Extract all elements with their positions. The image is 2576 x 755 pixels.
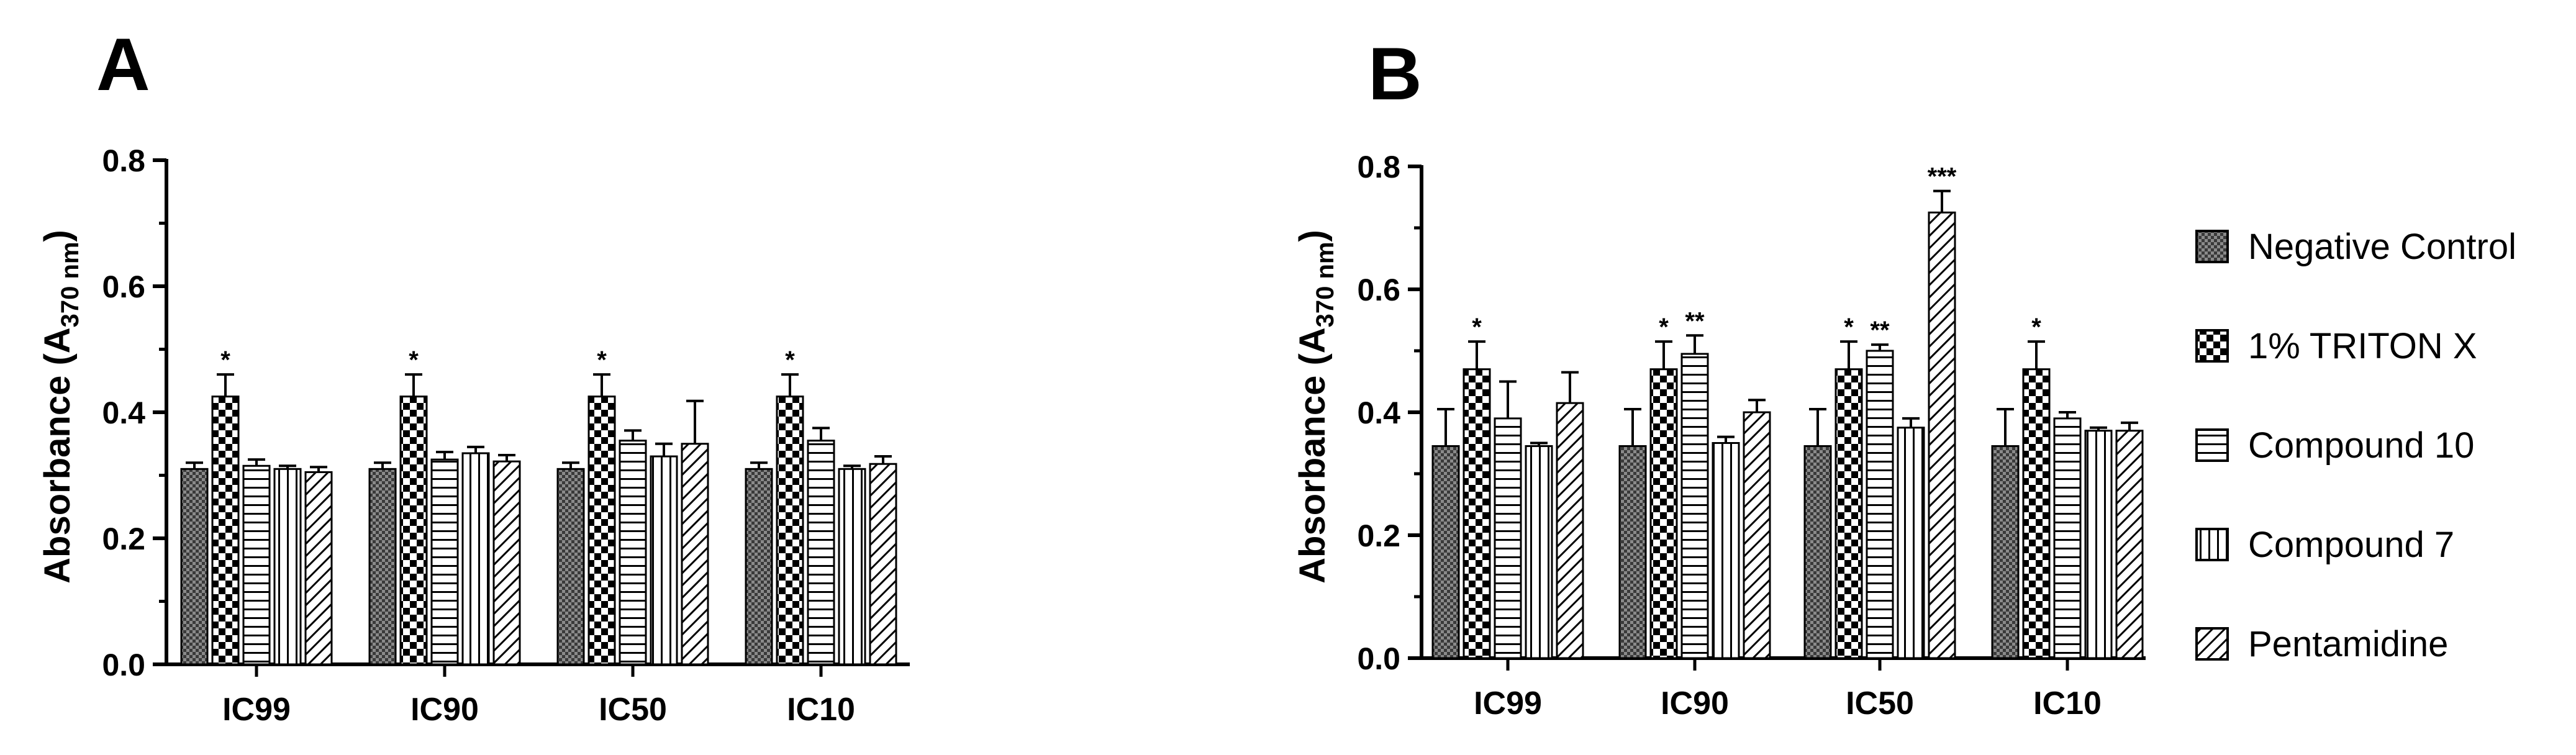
bar bbox=[1743, 411, 1771, 659]
bar bbox=[556, 468, 585, 666]
legend-item-pentamidine: Pentamidine bbox=[2195, 624, 2448, 664]
bar bbox=[1431, 445, 1460, 659]
significance-label: ** bbox=[1685, 307, 1705, 335]
chart-panel-a: 0.0 0.2 0.4 0.6 0.8 * IC99 * IC90 * IC50 * IC10 bbox=[102, 143, 910, 728]
legend-label: Pentamidine bbox=[2248, 624, 2448, 664]
legend-label: Negative Control bbox=[2248, 227, 2516, 267]
significance-label: * bbox=[597, 346, 607, 374]
bar bbox=[619, 440, 647, 666]
x-tick-label: IC50 bbox=[1846, 685, 1914, 721]
x-tick-label: IC10 bbox=[2033, 685, 2102, 721]
chart-panel-b: 0.00.20.40.60.8*IC99* **IC90* *****IC50*IC… bbox=[1357, 150, 2146, 721]
significance-label: * bbox=[785, 346, 795, 374]
bar bbox=[430, 458, 459, 666]
legend-swatch bbox=[2195, 329, 2229, 363]
significance-label: * bbox=[409, 346, 419, 374]
significance-label: * bbox=[220, 346, 230, 374]
panel-letter-a: A bbox=[96, 23, 150, 106]
significance-label: *** bbox=[1928, 163, 1957, 191]
legend-swatch bbox=[2195, 528, 2229, 561]
legend-swatch bbox=[2195, 230, 2229, 263]
panel-letter-b: B bbox=[1368, 32, 1422, 115]
legend-swatch bbox=[2195, 627, 2229, 661]
legend-swatch bbox=[2195, 428, 2229, 462]
x-tick-label: IC99 bbox=[222, 692, 291, 728]
y-axis-title-a: Absorbance (A370 nm) bbox=[37, 230, 84, 584]
bar bbox=[2022, 368, 2051, 659]
legend-item-triton: 1% TRITON X bbox=[2195, 326, 2477, 366]
bar bbox=[368, 468, 397, 666]
significance-label: * bbox=[1844, 314, 1854, 341]
bar bbox=[1712, 442, 1740, 659]
legend-item-negative-control: Negative Control bbox=[2195, 227, 2516, 267]
legend-label: Compound 10 bbox=[2248, 425, 2474, 466]
bar bbox=[399, 396, 428, 666]
y-tick-label: 0.0 bbox=[1357, 641, 1400, 676]
bar bbox=[1525, 445, 1553, 659]
bar bbox=[1494, 417, 1522, 659]
bar bbox=[273, 468, 302, 666]
bar bbox=[492, 460, 521, 666]
significance-label: * bbox=[2031, 314, 2041, 341]
y-tick-label: 0.0 bbox=[102, 648, 145, 682]
bar bbox=[745, 468, 773, 666]
x-tick-label: IC90 bbox=[410, 692, 479, 728]
legend-item-compound-7: Compound 7 bbox=[2195, 525, 2454, 565]
y-tick-label: 0.2 bbox=[1357, 518, 1400, 553]
bar bbox=[2084, 430, 2113, 659]
bar bbox=[1463, 368, 1491, 659]
y-tick-label: 0.2 bbox=[102, 522, 145, 556]
bar bbox=[2053, 417, 2082, 659]
bar bbox=[681, 443, 709, 666]
bar bbox=[869, 463, 897, 666]
svg-text:Absorbance (A370 nm): Absorbance (A370 nm) bbox=[1292, 230, 1339, 584]
y-tick-label: 0.8 bbox=[1357, 150, 1400, 184]
x-tick-label: IC10 bbox=[787, 692, 855, 728]
svg-text:Absorbance (A370 nm): Absorbance (A370 nm) bbox=[37, 230, 84, 584]
y-tick-label: 0.6 bbox=[102, 269, 145, 304]
y-tick-label: 0.6 bbox=[1357, 273, 1400, 307]
bar bbox=[1618, 445, 1647, 659]
bar bbox=[1928, 211, 1956, 659]
significance-label: ** bbox=[1870, 317, 1890, 344]
legend: Negative Control 1% TRITON X Compound 10… bbox=[2195, 227, 2516, 664]
bar bbox=[304, 471, 333, 666]
bar bbox=[2115, 430, 2144, 659]
x-tick-label: IC50 bbox=[599, 692, 667, 728]
bar bbox=[211, 396, 240, 666]
significance-label: * bbox=[1659, 314, 1669, 341]
legend-label: Compound 7 bbox=[2248, 525, 2454, 565]
bar bbox=[1649, 368, 1678, 659]
bar bbox=[1556, 402, 1584, 659]
y-tick-label: 0.8 bbox=[102, 143, 145, 178]
bar bbox=[838, 468, 866, 666]
y-tick-label: 0.4 bbox=[1357, 396, 1400, 430]
legend-item-compound-10: Compound 10 bbox=[2195, 425, 2474, 466]
bar bbox=[650, 455, 678, 666]
bar bbox=[1897, 427, 1925, 659]
bar bbox=[1991, 445, 2020, 659]
legend-label: 1% TRITON X bbox=[2248, 326, 2477, 366]
bar bbox=[776, 396, 804, 666]
y-axis-title-b: Absorbance (A370 nm) bbox=[1292, 230, 1339, 584]
bar bbox=[587, 396, 616, 666]
x-tick-label: IC90 bbox=[1661, 685, 1729, 721]
bar bbox=[1803, 445, 1832, 659]
bar bbox=[242, 464, 271, 666]
y-tick-label: 0.4 bbox=[102, 396, 145, 430]
significance-label: * bbox=[1472, 314, 1482, 341]
bar bbox=[807, 440, 835, 666]
bar bbox=[461, 452, 490, 666]
bar bbox=[1834, 368, 1863, 659]
bar bbox=[1680, 353, 1709, 659]
bar bbox=[1866, 350, 1894, 659]
bar bbox=[180, 468, 209, 666]
x-tick-label: IC99 bbox=[1474, 685, 1542, 721]
